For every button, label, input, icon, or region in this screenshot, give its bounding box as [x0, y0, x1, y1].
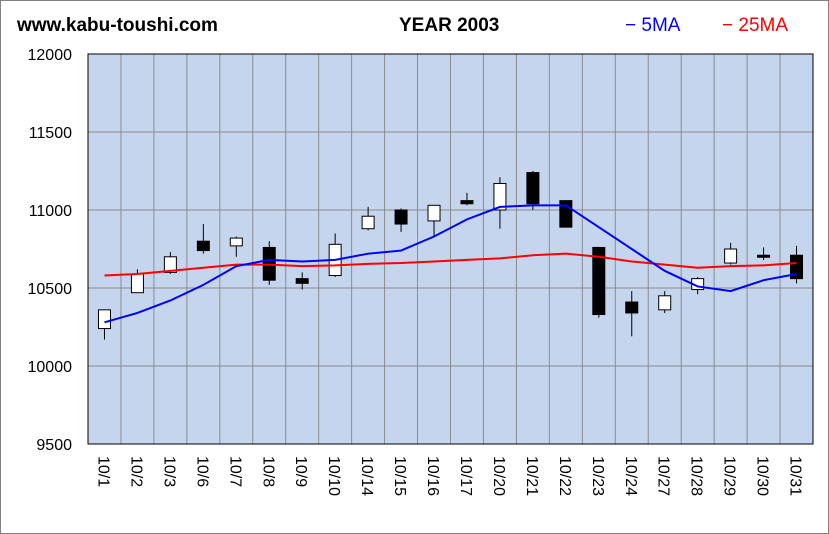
x-tick-label: 10/20: [490, 456, 507, 496]
candle-body: [592, 246, 606, 316]
candle-body: [163, 256, 177, 273]
x-tick-label: 10/29: [721, 456, 738, 496]
x-tick-label: 10/1: [94, 456, 111, 487]
candle-body: [427, 204, 441, 222]
y-tick-label: 11500: [29, 125, 72, 142]
ma25-line: [104, 252, 797, 277]
x-tick-label: 10/15: [391, 456, 408, 496]
x-tick-label: 10/31: [787, 456, 804, 496]
ma5-line: [104, 204, 797, 324]
x-tick-label: 10/17: [457, 456, 474, 496]
candle-body: [625, 301, 639, 314]
x-tick-label: 10/2: [127, 456, 144, 487]
candle-body: [526, 172, 540, 205]
candle-body: [394, 209, 408, 225]
plot-border: [87, 53, 814, 445]
candle-body: [757, 254, 771, 258]
x-tick-label: 10/21: [523, 456, 540, 496]
legend-25ma: − 25MA: [722, 15, 789, 36]
y-tick-label: 10000: [28, 359, 73, 376]
x-tick-label: 10/7: [226, 456, 243, 487]
x-tick-label: 10/8: [259, 456, 276, 487]
chart-title: YEAR 2003: [399, 15, 500, 36]
candle-body: [97, 309, 111, 330]
x-tick-label: 10/30: [754, 456, 771, 496]
x-tick-label: 10/24: [622, 456, 639, 496]
candle-body: [493, 182, 507, 211]
candle-body: [724, 248, 738, 264]
x-tick-label: 10/27: [655, 456, 672, 496]
legend-5ma: − 5MA: [625, 15, 681, 36]
x-tick-label: 10/16: [424, 456, 441, 496]
candle-body: [229, 237, 243, 247]
candle-body: [460, 200, 474, 205]
x-tick-label: 10/9: [292, 456, 309, 487]
x-tick-label: 10/3: [160, 456, 177, 487]
y-tick-label: 11000: [29, 203, 72, 220]
candle-body: [790, 254, 804, 280]
x-tick-label: 10/28: [688, 456, 705, 496]
candle-body: [295, 278, 309, 284]
x-tick-label: 10/10: [325, 456, 342, 496]
candle-body: [130, 273, 144, 294]
y-tick-label: 9500: [36, 437, 72, 454]
candle-body: [361, 215, 375, 230]
x-tick-label: 10/22: [556, 456, 573, 496]
y-tick-label: 12000: [28, 47, 73, 64]
x-tick-label: 10/6: [193, 456, 210, 487]
y-tick-label: 10500: [28, 281, 73, 298]
x-tick-label: 10/14: [358, 456, 375, 496]
x-tick-label: 10/23: [589, 456, 606, 496]
candle-body: [658, 295, 672, 311]
site-name: www.kabu-toushi.com: [17, 15, 218, 36]
candle-body: [196, 240, 210, 252]
